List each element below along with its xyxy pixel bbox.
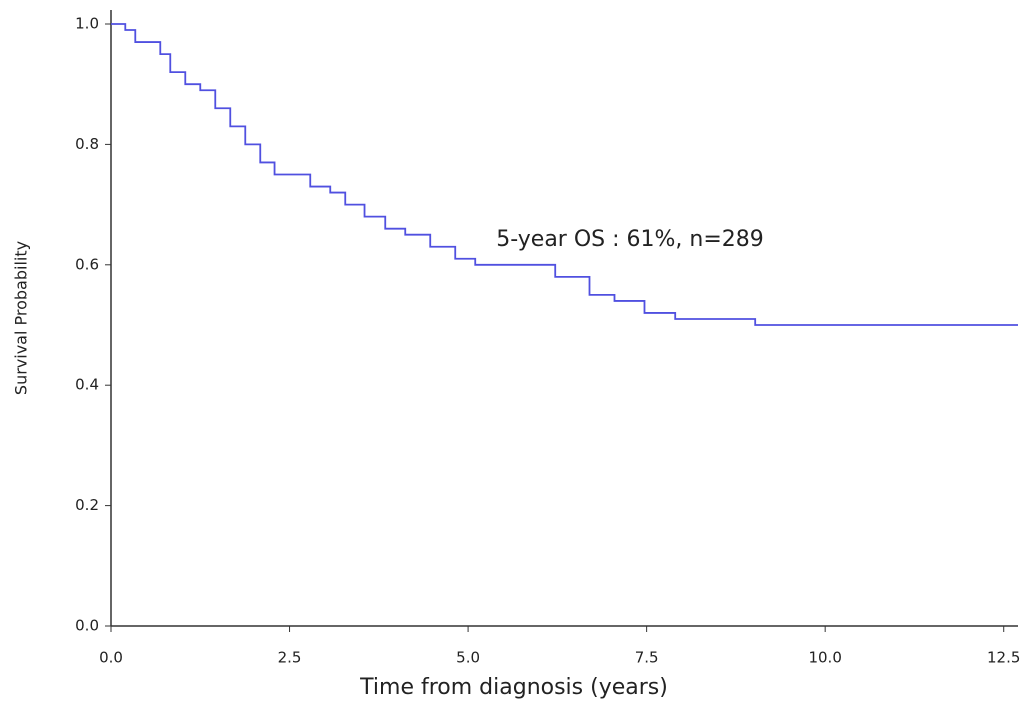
annotation: 5-year OS : 61%, n=289 xyxy=(496,227,764,252)
y-tick-label: 1.0 xyxy=(75,15,99,33)
y-tick-label: 0.8 xyxy=(75,135,99,153)
x-tick-label: 10.0 xyxy=(808,649,841,667)
x-tick-label: 5.0 xyxy=(456,649,480,667)
x-tick-label: 12.5 xyxy=(987,649,1020,667)
y-tick-label: 0.0 xyxy=(75,617,99,635)
x-tick-label: 0.0 xyxy=(99,649,123,667)
y-tick-label: 0.6 xyxy=(75,255,99,273)
y-tick-label: 0.2 xyxy=(75,496,99,514)
x-tick-label: 2.5 xyxy=(278,649,302,667)
y-tick-label: 0.4 xyxy=(75,376,99,394)
x-axis-label: Time from diagnosis (years) xyxy=(359,675,668,700)
survival-curve xyxy=(111,23,1018,326)
y-axis-label: Survival Probability xyxy=(12,241,31,395)
x-tick-label: 7.5 xyxy=(635,649,659,667)
